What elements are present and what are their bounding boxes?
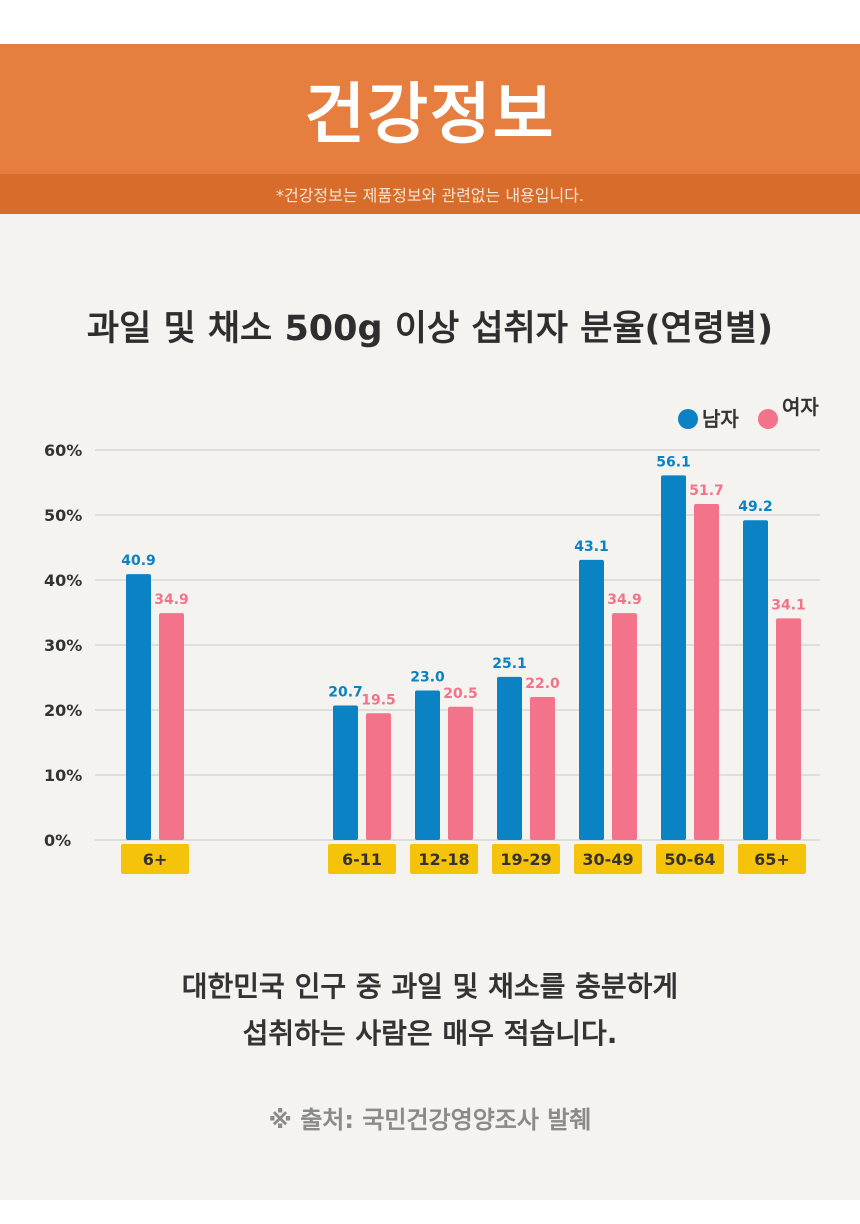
category-label: 65+ — [754, 850, 790, 869]
value-label-female: 22.0 — [525, 676, 560, 692]
value-label-female: 34.1 — [771, 597, 806, 613]
page-title: 건강정보 — [304, 76, 556, 153]
category-box — [738, 844, 806, 874]
y-tick-label: 30% — [44, 636, 82, 655]
bar-male — [497, 676, 522, 840]
bar-male — [661, 475, 686, 840]
legend-label-male: 남자 — [702, 407, 739, 431]
category-label: 12-18 — [418, 850, 469, 869]
category-box — [410, 844, 478, 874]
bar-female — [159, 613, 184, 840]
bar-female — [448, 706, 473, 840]
bar-male — [579, 559, 604, 840]
category-label: 50-64 — [664, 850, 715, 869]
y-tick-label: 40% — [44, 571, 82, 590]
legend-dot-female — [758, 409, 778, 429]
y-tick-label: 10% — [44, 766, 82, 785]
disclaimer-bar: *건강정보는 제품정보와 관련없는 내용입니다. — [0, 174, 860, 214]
value-label-male: 49.2 — [738, 499, 773, 515]
value-label-female: 19.5 — [361, 692, 396, 708]
category-box — [574, 844, 642, 874]
value-label-male: 25.1 — [492, 656, 527, 672]
bar-male — [743, 520, 768, 840]
value-label-female: 20.5 — [443, 686, 478, 702]
value-label-male: 56.1 — [656, 454, 691, 470]
value-label-male: 40.9 — [121, 553, 156, 569]
source-note: ※ 출처: 국민건강영양조사 발췌 — [268, 1106, 592, 1134]
bar-male — [333, 705, 358, 840]
category-box — [121, 844, 189, 874]
bar-chart: 0% 10% 20% 30% 40% 50% 60% 40.9 34.9 6+ 20.719.5 6-… — [44, 395, 820, 874]
bar-male — [126, 574, 151, 840]
legend-label-female: 여자 — [782, 395, 819, 419]
summary-line-2: 섭취하는 사람은 매우 적습니다. — [242, 1017, 618, 1050]
bar-female — [612, 613, 637, 840]
category-box — [656, 844, 724, 874]
y-tick-label: 20% — [44, 701, 82, 720]
summary-line-1: 대한민국 인구 중 과일 및 채소를 충분하게 — [181, 970, 679, 1003]
value-label-female: 34.9 — [607, 592, 642, 608]
value-label-female: 34.9 — [154, 592, 189, 608]
bar-female — [694, 503, 719, 840]
header-banner: 건강정보 — [0, 44, 860, 174]
y-tick-label: 50% — [44, 506, 82, 525]
y-tick-label: 60% — [44, 441, 82, 460]
bar-male — [415, 690, 440, 840]
category-box — [328, 844, 396, 874]
legend-dot-male — [678, 409, 698, 429]
value-label-male: 43.1 — [574, 539, 609, 555]
bar-female — [366, 713, 391, 840]
chart-title: 과일 및 채소 500g 이상 섭취자 분율(연령별) — [86, 309, 774, 349]
category-label: 6-11 — [342, 850, 382, 869]
value-label-male: 20.7 — [328, 684, 363, 700]
category-label: 30-49 — [582, 850, 633, 869]
bar-female — [530, 697, 555, 840]
value-label-male: 23.0 — [410, 670, 445, 686]
category-box — [492, 844, 560, 874]
disclaimer-text: *건강정보는 제품정보와 관련없는 내용입니다. — [275, 186, 585, 205]
category-label: 6+ — [143, 850, 168, 869]
value-label-female: 51.7 — [689, 483, 724, 499]
y-tick-label: 0% — [44, 831, 71, 850]
bar-female — [776, 618, 801, 840]
category-label: 19-29 — [500, 850, 551, 869]
